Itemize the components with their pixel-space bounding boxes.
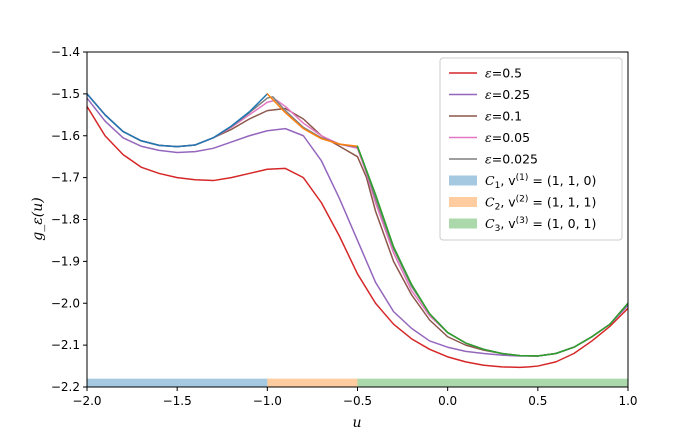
legend-swatch-region	[449, 197, 477, 207]
y-tick-label: −1.7	[51, 171, 80, 185]
region-band-c2	[267, 378, 358, 387]
x-tick-label: 1.0	[618, 394, 637, 408]
y-tick-label: −2.0	[51, 296, 80, 310]
y-tick-label: −1.5	[51, 87, 80, 101]
series-line-6	[266, 93, 359, 147]
x-axis-label: u	[352, 415, 361, 431]
legend-label: ε=0.1	[485, 109, 522, 124]
legend-label: ε=0.025	[485, 152, 538, 167]
legend-swatch-region	[449, 218, 477, 229]
x-tick-label: −0.5	[343, 394, 372, 408]
legend-label: C3, v(3) = (1, 0, 1)	[485, 216, 596, 234]
series-lines	[87, 93, 628, 369]
x-tick-label: 0.5	[528, 394, 547, 408]
x-tick-label: −1.5	[163, 394, 192, 408]
x-tick-label: −1.0	[253, 394, 282, 408]
legend-swatch-region	[449, 175, 477, 186]
y-axis-ticks: −1.4 −1.5 −1.6 −1.7 −1.8 −1.9 −2.0 −2.1 −2.2	[51, 45, 87, 394]
region-band-c3	[357, 378, 628, 387]
y-tick-label: −2.2	[51, 380, 80, 394]
legend: ε=0.5 ε=0.25 ε=0.1 ε=0.05 ε=0.025 C1, v(1) = …	[439, 57, 623, 241]
x-axis-ticks: −2.0 −1.5 −1.0 −0.5 0.0 0.5 1.0	[72, 387, 638, 408]
legend-label: ε=0.25	[485, 87, 530, 102]
series-line-7	[356, 145, 628, 357]
series-line-0	[87, 105, 628, 369]
y-tick-label: −1.8	[51, 213, 80, 227]
y-tick-label: −1.4	[51, 45, 80, 59]
region-bands	[87, 378, 628, 387]
legend-label: C1, v(1) = (1, 1, 0)	[485, 173, 596, 191]
legend-label: C2, v(2) = (1, 1, 1)	[485, 195, 596, 213]
y-tick-label: −2.1	[51, 338, 80, 352]
legend-box	[439, 57, 623, 241]
y-tick-label: −1.6	[51, 129, 80, 143]
x-tick-label: 0.0	[438, 394, 457, 408]
series-line-5	[87, 93, 269, 148]
y-axis-label: g_ε(u)	[30, 197, 46, 240]
x-tick-label: −2.0	[72, 394, 101, 408]
y-tick-label: −1.9	[51, 254, 80, 268]
region-band-c1	[87, 378, 268, 387]
legend-label: ε=0.05	[485, 130, 530, 145]
legend-label: ε=0.5	[485, 66, 522, 81]
